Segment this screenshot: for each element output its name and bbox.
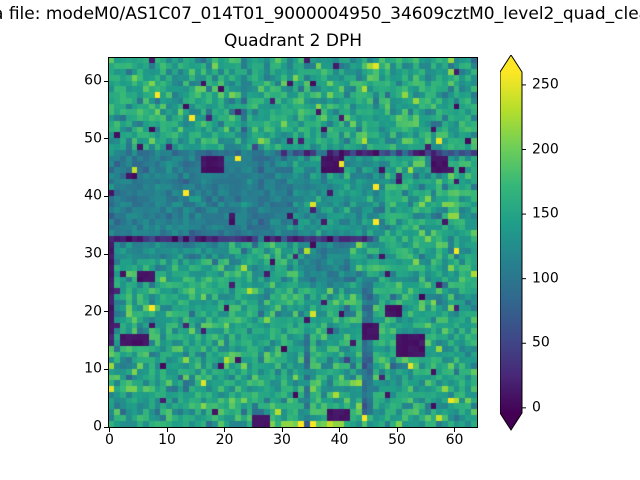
y-tick-label: 30 xyxy=(84,245,102,262)
colorbar-tick-label: 0 xyxy=(532,399,541,416)
colorbar-tick-label: 100 xyxy=(532,269,559,286)
y-tick-label: 0 xyxy=(93,418,102,435)
heatmap-image xyxy=(109,58,477,427)
x-tick-label: 40 xyxy=(330,432,349,448)
x-tick-mark xyxy=(281,428,283,432)
x-tick-mark xyxy=(454,428,455,432)
colorbar-tick-label: 250 xyxy=(532,76,559,93)
y-tick-mark xyxy=(104,80,108,82)
x-tick-label: 20 xyxy=(215,432,234,448)
x-tick-mark xyxy=(396,428,398,432)
x-tick-label: 50 xyxy=(388,432,406,448)
x-tick-label: 10 xyxy=(158,432,176,448)
colorbar-tick-label: 150 xyxy=(532,205,559,222)
y-tick-mark xyxy=(104,426,108,428)
y-tick-mark xyxy=(104,368,108,370)
y-tick-mark xyxy=(104,195,108,197)
y-tick-mark xyxy=(104,138,108,140)
plot-title: Quadrant 2 DPH xyxy=(224,31,362,51)
x-tick-mark xyxy=(224,428,225,432)
heatmap-plot-area xyxy=(108,57,478,428)
y-tick-mark xyxy=(104,253,108,255)
x-tick-mark xyxy=(166,428,168,432)
y-tick-label: 10 xyxy=(84,360,102,377)
y-tick-label: 20 xyxy=(84,302,102,319)
y-tick-label: 60 xyxy=(84,72,102,89)
colorbar-tick-label: 50 xyxy=(532,334,550,351)
colorbar-tick-label: 200 xyxy=(532,140,559,157)
y-tick-label: 50 xyxy=(84,130,102,147)
y-tick-mark xyxy=(104,311,108,313)
x-tick-mark xyxy=(109,428,110,432)
x-tick-label: 60 xyxy=(445,432,464,448)
x-tick-label: 0 xyxy=(105,432,114,448)
colorbar-gradient xyxy=(500,55,526,431)
figure-suptitle: a file: modeM0/AS1C07_014T01_9000004950_… xyxy=(0,4,640,24)
x-tick-mark xyxy=(339,428,340,432)
x-tick-label: 30 xyxy=(273,432,291,448)
y-tick-label: 40 xyxy=(84,187,102,204)
